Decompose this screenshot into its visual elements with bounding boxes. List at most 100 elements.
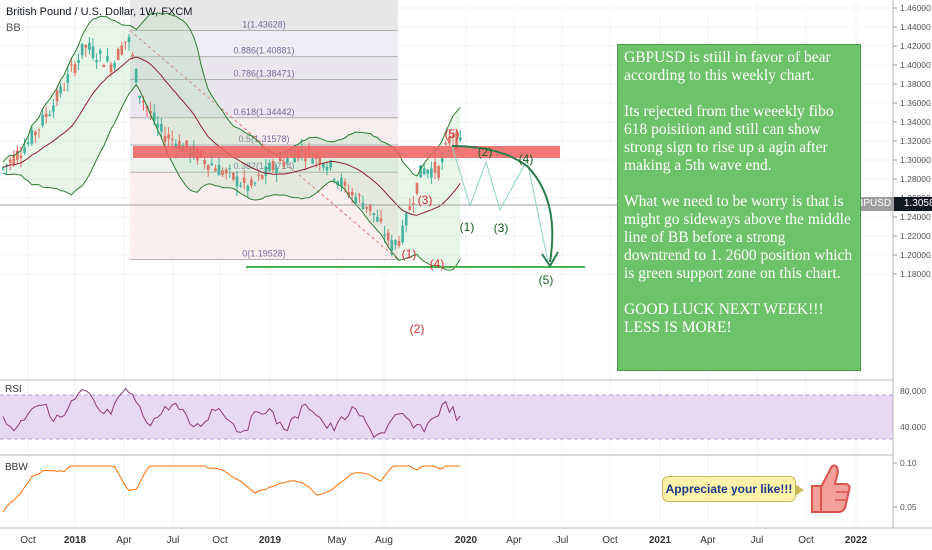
- bb-fill: [3, 12, 461, 271]
- fibo-level-label: 1(1.43628): [242, 20, 286, 30]
- note-paragraph-3: What we need to be worry is that is migh…: [624, 193, 853, 282]
- candle-body: [142, 100, 145, 103]
- price-axis-label: 1.22000: [900, 231, 931, 241]
- bbw-axis-label: 0.10: [900, 458, 917, 468]
- fibo-level-label: 0.618(1.34442): [233, 107, 294, 117]
- bbw-pane-label: BBW: [5, 462, 28, 473]
- candle-body: [178, 141, 181, 150]
- candle-body: [19, 155, 23, 158]
- candle-body: [80, 43, 84, 56]
- candle-body: [376, 216, 379, 222]
- price-axis-label: 1.18000: [900, 269, 931, 279]
- projected-wave-path: [451, 145, 549, 263]
- candle-body: [98, 50, 102, 54]
- wave-label-red: (3): [418, 193, 433, 207]
- candle-body: [131, 54, 134, 56]
- fibo-level-label: 0.786(1.38471): [233, 69, 294, 79]
- candle-body: [8, 159, 12, 163]
- candle-body: [26, 141, 30, 145]
- price-axis-label: 1.20000: [900, 250, 931, 260]
- candle-body: [318, 156, 322, 165]
- candle-body: [84, 45, 88, 48]
- candle-body: [383, 234, 386, 237]
- candle-body: [116, 48, 120, 61]
- candle-body: [52, 105, 55, 112]
- rsi-pane-label: RSI: [5, 384, 22, 395]
- candle-body: [224, 169, 228, 174]
- candle-body: [109, 64, 113, 72]
- candle-body: [185, 140, 188, 149]
- candle-body: [365, 206, 368, 209]
- candle-body: [286, 158, 289, 163]
- candle-body: [102, 64, 106, 68]
- wave-label-red: (5): [445, 127, 460, 141]
- candle-body: [264, 166, 268, 176]
- price-axis-label: 1.24000: [900, 212, 931, 222]
- candle-body: [16, 150, 19, 160]
- price-axis-label: 1.28000: [900, 174, 931, 184]
- candle-body: [253, 182, 257, 184]
- candle-body: [401, 225, 404, 243]
- bb-upper-band: [2, 12, 461, 177]
- candle-body: [120, 45, 124, 55]
- wave-label-red: (2): [410, 322, 425, 336]
- candle-body: [358, 194, 361, 197]
- candle-body: [12, 154, 16, 165]
- candle-body: [433, 161, 437, 173]
- candle-body: [206, 164, 210, 171]
- appreciate-callout[interactable]: Appreciate your like!!!: [662, 476, 804, 502]
- projected-arrow[interactable]: [451, 145, 554, 263]
- candle-body: [282, 161, 286, 167]
- candle-body: [347, 191, 350, 196]
- symbol-title[interactable]: British Pound / U.S. Dollar, 1W, FXCM: [6, 6, 193, 18]
- candle-body: [278, 157, 282, 162]
- candle-body: [242, 177, 246, 183]
- price-axis-label: 1.44000: [900, 22, 931, 32]
- fibo-level-label: 0.5(1.31578): [238, 134, 289, 144]
- analysis-note[interactable]: GBPUSD is stiill in favor of bear accord…: [617, 44, 861, 371]
- candle-body: [149, 110, 152, 114]
- wave-label-red: (1): [402, 247, 417, 261]
- rsi-line: [2, 387, 461, 438]
- thumbs-up-icon[interactable]: [808, 460, 852, 516]
- candle-body: [70, 64, 73, 66]
- candle-body: [322, 163, 325, 168]
- wave-label-projected: (3): [494, 221, 509, 235]
- candle-body: [260, 175, 264, 179]
- fibo-band: [130, 172, 398, 260]
- note-paragraph-4: GOOD LUCK NEXT WEEK!!! LESS IS MORE!: [624, 301, 824, 336]
- candle-body: [451, 135, 455, 138]
- candle-body: [88, 42, 91, 50]
- candle-body: [34, 131, 37, 136]
- fibo-band: [130, 56, 398, 80]
- candle-body: [397, 240, 401, 246]
- time-axis-label: 2021: [649, 535, 672, 546]
- fibo-band: [130, 30, 398, 57]
- time-axis-label: Apr: [700, 535, 716, 546]
- candle-body: [304, 158, 307, 162]
- price-axis-label: 1.46000: [900, 3, 931, 13]
- candle-body: [210, 163, 214, 166]
- candle-body: [422, 168, 426, 175]
- candle-body: [437, 166, 440, 178]
- candle-body: [235, 176, 239, 187]
- wave-label-red: (4): [430, 257, 445, 271]
- time-axis-label: Jul: [556, 535, 569, 546]
- fibo-level-label: 0.886(1.40881): [233, 46, 294, 56]
- candle-body: [404, 213, 408, 226]
- rsi-axis-label: 80.000: [900, 386, 926, 396]
- candle-body: [394, 240, 397, 245]
- time-axis-label: Jul: [751, 535, 764, 546]
- candle-body: [77, 59, 80, 64]
- candle-body: [372, 213, 376, 216]
- indicator-label-bb[interactable]: BB: [6, 22, 21, 34]
- time-axis-label: 2020: [455, 535, 478, 546]
- wave-label-projected: (4): [519, 152, 534, 166]
- candle-body: [59, 86, 62, 94]
- candle-body: [415, 182, 419, 194]
- candle-body: [332, 179, 336, 181]
- time-axis-label: Oct: [20, 535, 36, 546]
- candle-body: [426, 169, 430, 174]
- candle-body: [239, 185, 242, 187]
